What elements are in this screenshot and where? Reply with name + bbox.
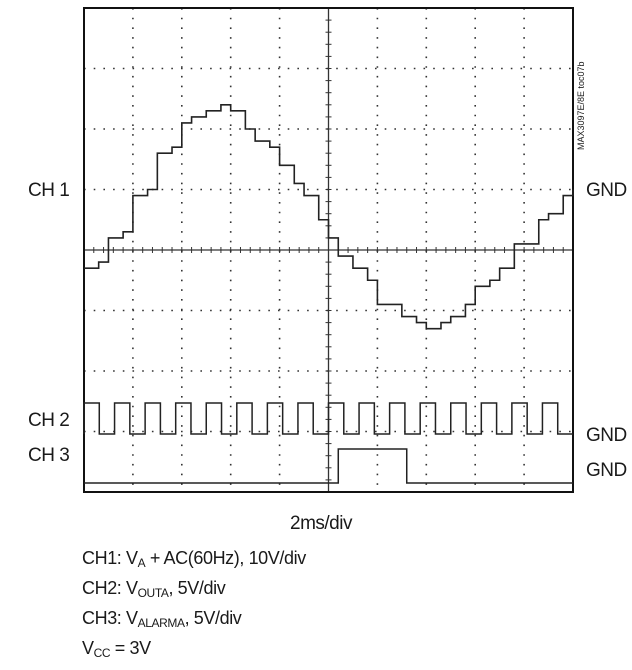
gnd-label-ch1: GND	[586, 180, 627, 201]
plot-frame	[83, 7, 574, 493]
ch1-label: CH 1	[28, 180, 70, 201]
caption-ch1: CH1: VA + AC(60Hz), 10V/div	[82, 548, 306, 570]
ch1-trace	[84, 104, 574, 330]
timebase-label: 2ms/div	[290, 513, 352, 534]
grid	[84, 8, 573, 492]
caption-ch3: CH3: VALARMA, 5V/div	[82, 608, 242, 630]
traces	[83, 104, 574, 484]
gnd-label-ch3: GND	[586, 460, 627, 481]
ch2-label: CH 2	[28, 410, 70, 431]
caption-vcc: VCC = 3V	[82, 638, 151, 660]
ch3-label: CH 3	[28, 445, 70, 466]
caption-ch2: CH2: VOUTA, 5V/div	[82, 578, 226, 600]
figure-id: MAX3097E/8E toc07b	[576, 61, 586, 150]
gnd-label-ch2: GND	[586, 425, 627, 446]
ch3-trace	[84, 448, 573, 484]
ch2-trace	[83, 402, 573, 435]
